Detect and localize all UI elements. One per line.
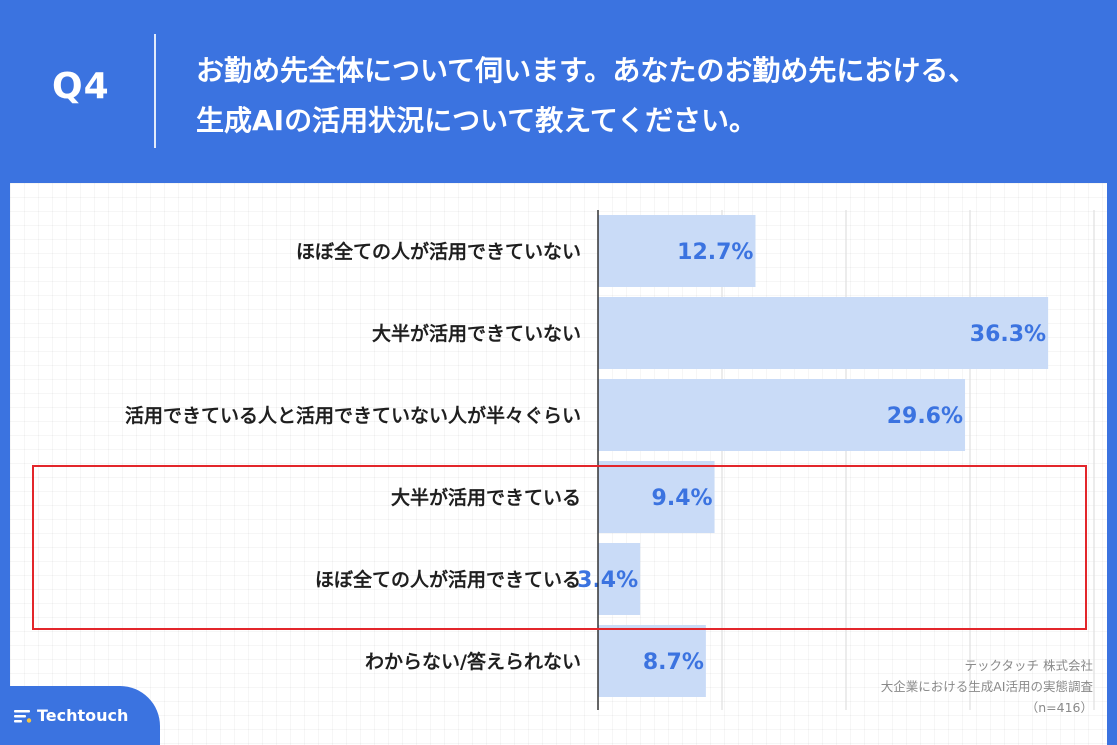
data-label: 29.6% [887,404,963,429]
header: Q4 お勤め先全体について伺います。あなたのお勤め先における、 生成AIの活用状… [0,0,1117,183]
logo-tab [0,686,160,745]
question-number: Q4 [52,66,110,107]
bar [598,625,706,697]
category-label: ほぼ全ての人が活用できている [315,568,581,591]
brand-name: Techtouch [37,706,129,725]
bar [598,215,756,287]
category-label: 大半が活用できていない [372,322,581,345]
source-survey: 大企業における生成AI活用の実態調査 [880,679,1093,694]
question-title: お勤め先全体について伺います。あなたのお勤め先における、 生成AIの活用状況につ… [196,46,1096,146]
data-label: 8.7% [643,650,704,675]
techtouch-logo: Techtouch [14,706,128,725]
bar [598,379,966,451]
logo-icon [14,709,32,723]
question-title-line1: お勤め先全体について伺います。あなたのお勤め先における、 [196,54,977,87]
bar [598,297,1049,369]
data-label: 36.3% [970,322,1046,347]
category-label: ほぼ全ての人が活用できていない [296,240,581,263]
source-sample-size: （n=416） [1025,700,1093,715]
category-label: わからない/答えられない [365,650,581,673]
bar-chart: ほぼ全ての人が活用できていない 12.7% 大半が活用できていない 36.3% 活用でき… [125,210,1095,710]
highlight-box [32,465,1087,630]
source-company: テックタッチ 株式会社 [964,658,1093,673]
data-label: 9.4% [652,486,713,511]
bar [598,543,641,615]
category-label: 大半が活用できている [391,486,581,509]
chart-panel: ほぼ全ての人が活用できていない 12.7% 大半が活用できていない 36.3% 活用でき… [10,183,1107,745]
data-label: 3.4% [577,568,638,593]
data-label: 12.7% [677,240,753,265]
question-title-line2: 生成AIの活用状況について教えてください。 [196,104,758,137]
header-divider [154,34,156,148]
category-label: 活用できている人と活用できていない人が半々ぐらい [125,404,581,427]
source-note: テックタッチ 株式会社 大企業における生成AI活用の実態調査 （n=416） [881,655,1093,718]
bar [598,461,715,533]
